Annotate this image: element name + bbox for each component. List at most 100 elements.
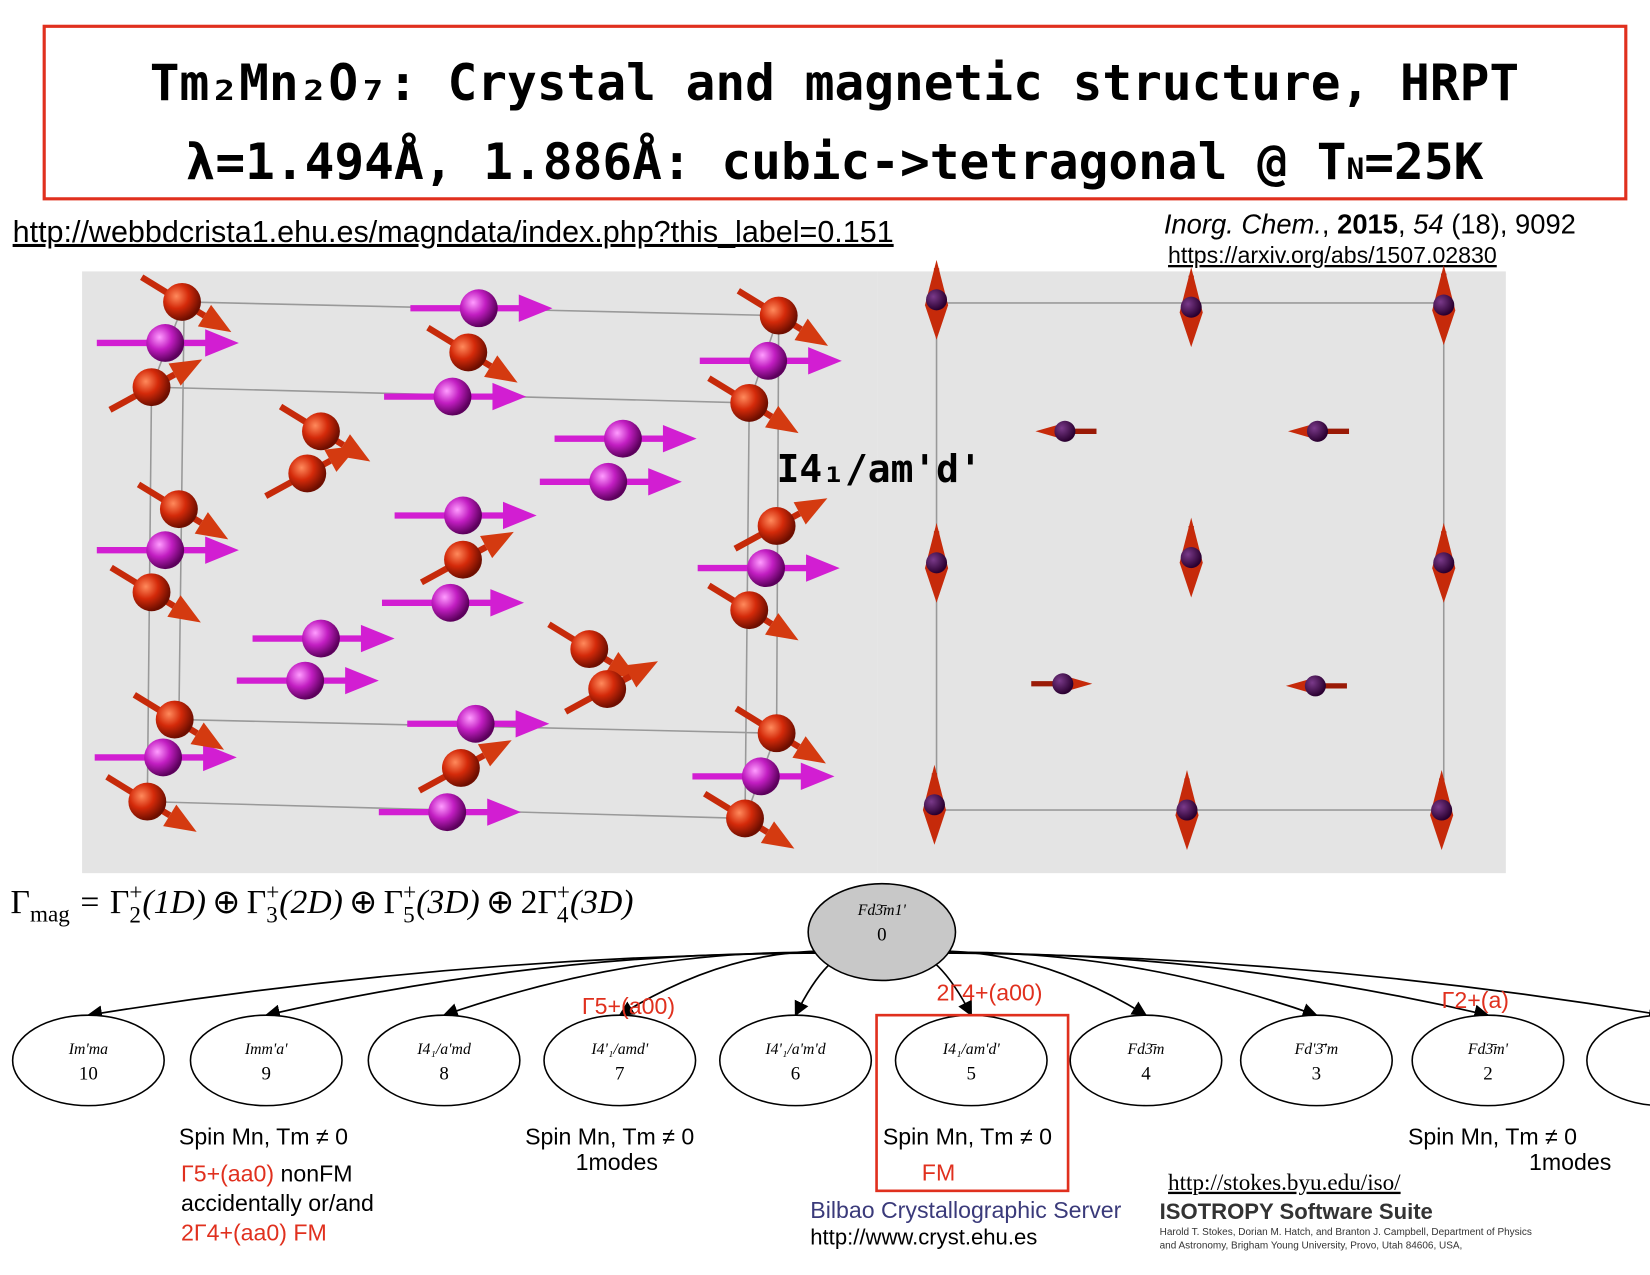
structure-label: I4₁/am'd': [777, 447, 982, 491]
atom-tm: [459, 289, 498, 328]
title-box: [42, 24, 1628, 201]
node: [1069, 1014, 1223, 1107]
atom-mn: [726, 799, 764, 838]
edge-label: Γ2+(a): [1442, 987, 1509, 1013]
gamma-formula: Γmag = Γ2+(1D) ⊕ Γ3+(2D) ⊕ Γ5+(3D) ⊕ 2Γ4+(3D): [11, 879, 634, 928]
citation-part: ,: [1322, 209, 1337, 240]
citation-part: 54: [1413, 209, 1443, 240]
note-spin: Spin Mn, Tm ≠ 0: [179, 1124, 348, 1150]
atom-tm: [433, 377, 472, 416]
atom-mn: [159, 490, 198, 529]
spin-arrow-head: [792, 736, 826, 764]
bilbao-url[interactable]: http://www.cryst.ehu.es: [810, 1224, 1037, 1249]
atom-mn: [759, 296, 798, 335]
node-label: I4₁/a'md: [416, 1041, 471, 1058]
atom-mn: [757, 507, 796, 545]
atom: [1304, 675, 1326, 697]
note-irrep-red: 2Γ4+(aa0) FM: [181, 1219, 327, 1245]
spin-arrow-head: [345, 666, 379, 695]
gamma-sup: +: [266, 879, 279, 905]
gamma-sub: 3: [266, 903, 278, 929]
node: [1239, 1014, 1393, 1107]
spin-arrow-head: [624, 661, 658, 688]
note-irrep-text: nonFM: [274, 1160, 352, 1186]
note-irrep: Γ5+(aa0) nonFM: [181, 1160, 353, 1186]
atom-tm: [604, 419, 642, 458]
gamma-sub: 2: [129, 903, 141, 929]
node-label: I4'₁/amd': [590, 1041, 649, 1058]
spin-arrow-head: [167, 595, 201, 623]
spin-arrow-head: [190, 722, 225, 750]
spin-arrow-head: [518, 294, 553, 322]
spin-arrow-head: [765, 405, 799, 434]
spin-arrow-head: [515, 710, 550, 738]
root-label: Fd3̄m1': [857, 902, 907, 919]
node-number: 5: [967, 1063, 976, 1084]
arxiv-link[interactable]: https://arxiv.org/abs/1507.02830: [1168, 242, 1497, 268]
atom-tm: [431, 583, 470, 622]
atom-mn: [449, 333, 488, 372]
note-spin: Spin Mn, Tm ≠ 0: [1408, 1124, 1577, 1150]
edge-label: Γ5+(a00): [582, 993, 675, 1019]
title-rest: =25K: [1364, 133, 1483, 191]
spin-arrow-head: [194, 512, 229, 540]
node-number: 6: [791, 1063, 800, 1084]
atom: [1180, 547, 1202, 569]
isotropy-credit: Harold T. Stokes, Dorian M. Hatch, and B…: [1160, 1227, 1532, 1238]
node-number: 2: [1483, 1063, 1492, 1084]
gamma-op: ⊕: [349, 884, 377, 921]
node-label: I4'₁/a'm'd: [764, 1041, 825, 1058]
atom-mn: [441, 749, 480, 787]
atom-mn: [132, 573, 171, 612]
spin-arrow-head: [808, 347, 842, 375]
node: [1586, 1015, 1650, 1106]
magndata-link[interactable]: http://webbdcrista1.ehu.es/magndata/inde…: [13, 215, 894, 249]
gamma-dim: (1D): [142, 884, 206, 921]
citation-part: Inorg. Chem.: [1164, 209, 1322, 240]
gamma-dim: (3D): [416, 884, 480, 921]
note-fm: FM: [922, 1159, 955, 1185]
atom: [1433, 294, 1455, 316]
title-line2: λ=1.494Å, 1.886Å: cubic->tetragonal @ TN…: [186, 132, 1484, 191]
spin-arrow-head: [197, 304, 232, 333]
root-node: [807, 882, 957, 982]
edge-label: 2Γ4+(a00): [937, 979, 1043, 1005]
atom: [1054, 420, 1076, 442]
spin-arrow-head: [203, 743, 237, 772]
gamma-symbol: Γ: [247, 884, 266, 921]
atom: [1180, 296, 1202, 318]
spin-arrow-head: [502, 501, 537, 530]
citation-part: (18), 9092: [1444, 209, 1576, 240]
atom-tm: [741, 757, 780, 796]
gamma-sub: 4: [557, 903, 569, 929]
atom-tm: [144, 738, 183, 777]
node: [367, 1014, 521, 1107]
gamma-sup: +: [557, 879, 570, 905]
atom-mn: [132, 368, 171, 407]
atom-mn: [163, 282, 201, 321]
gamma-sup: +: [129, 879, 142, 905]
bilbao-name: Bilbao Crystallographic Server: [810, 1197, 1121, 1223]
atom-mn: [730, 591, 769, 630]
gamma-symbol: Γ: [11, 884, 30, 921]
spin-arrow-head: [492, 382, 527, 411]
atom: [926, 552, 948, 574]
node-label: I4₁/am'd': [942, 1041, 1001, 1058]
edge: [944, 952, 1650, 1021]
node-number: 7: [615, 1063, 624, 1084]
spin-arrow-head: [794, 318, 829, 346]
atom-tm: [589, 462, 628, 501]
isotropy-url[interactable]: http://stokes.byu.edu/iso/: [1168, 1170, 1401, 1196]
gamma-dim: (2D): [279, 884, 343, 921]
node: [11, 1014, 165, 1107]
note-spin: Spin Mn, Tm ≠ 0: [883, 1124, 1052, 1150]
gamma-eq: =: [80, 884, 99, 921]
spin-arrow-head: [360, 624, 395, 653]
spin-arrow-head: [480, 531, 514, 559]
atom-mn: [128, 782, 167, 821]
node: [189, 1014, 343, 1107]
node: [718, 1014, 873, 1107]
note-text: accidentally or/and: [181, 1190, 374, 1216]
isotropy-credit: and Astronomy, Brigham Young University,…: [1160, 1241, 1463, 1252]
atom-tm: [444, 496, 482, 535]
